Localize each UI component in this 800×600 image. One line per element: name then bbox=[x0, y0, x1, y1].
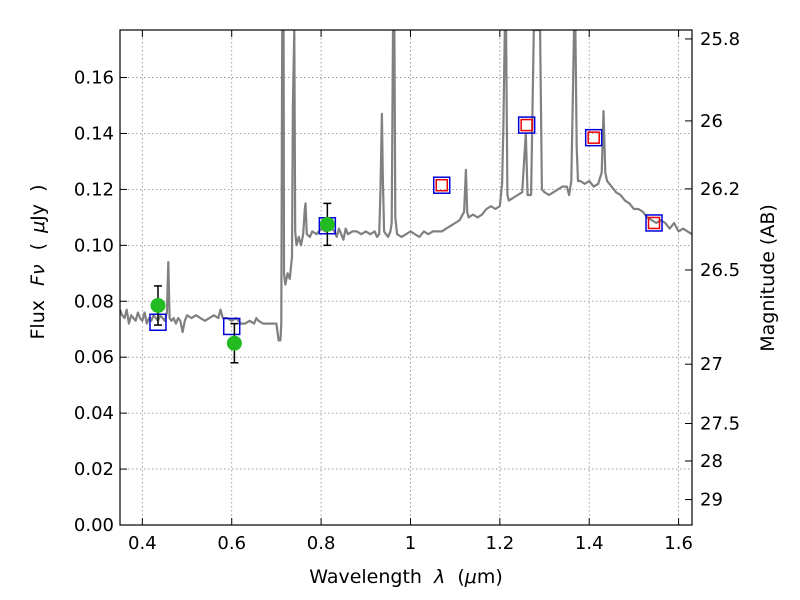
x-tick-label: 0.4 bbox=[128, 533, 157, 554]
x-tick-label: 0.6 bbox=[217, 533, 246, 554]
y2-tick-label: 26 bbox=[700, 111, 723, 132]
y-tick-label: 0.02 bbox=[74, 459, 114, 480]
x-tick-label: 1.4 bbox=[575, 533, 604, 554]
spectrum-line bbox=[120, 30, 692, 342]
y2-tick-label: 26.2 bbox=[700, 179, 740, 200]
green-data-point bbox=[226, 335, 242, 351]
blue-square-marker bbox=[222, 317, 241, 336]
blue-square-marker bbox=[517, 116, 536, 134]
x-tick-label: 1.2 bbox=[486, 533, 515, 554]
y-tick-label: 0.10 bbox=[74, 235, 114, 256]
y2-tick-label: 27 bbox=[700, 354, 723, 375]
x-tick-label: 0.8 bbox=[307, 533, 336, 554]
axis-ticks: 0.4 0.6 0.8 1 1.2 1.4 1.6 0.00 0.02 0.04 0.06 0.08 0… bbox=[74, 29, 740, 554]
plot-frame bbox=[119, 29, 693, 526]
red-square-marker bbox=[647, 216, 661, 230]
blue-square-marker bbox=[433, 176, 451, 194]
plot-data bbox=[120, 30, 692, 364]
blue-square-marker bbox=[645, 214, 663, 232]
secondary-y-axis-label: Magnitude (AB) bbox=[757, 204, 779, 352]
y2-tick-label: 27.5 bbox=[700, 413, 740, 434]
red-square-marker bbox=[520, 118, 533, 132]
y2-tick-label: 29 bbox=[700, 490, 723, 511]
x-tick-label: 1 bbox=[405, 533, 416, 554]
red-square-marker bbox=[435, 178, 448, 192]
y2-tick-label: 25.8 bbox=[700, 29, 740, 50]
y2-tick-label: 28 bbox=[700, 451, 723, 472]
y-tick-label: 0.04 bbox=[74, 403, 114, 424]
green-data-point bbox=[150, 297, 166, 313]
y-tick-label: 0.16 bbox=[74, 68, 114, 89]
y-axis-label: Flux Fν ( μJy ) bbox=[27, 184, 49, 339]
y2-tick-label: 26.5 bbox=[700, 260, 740, 281]
y-tick-label: 0.06 bbox=[74, 347, 114, 368]
x-tick-label: 1.6 bbox=[664, 533, 693, 554]
y-tick-label: 0.08 bbox=[74, 291, 114, 312]
y-tick-label: 0.00 bbox=[74, 515, 114, 536]
x-axis-label: Wavelength λ (μm) bbox=[309, 566, 503, 588]
red-square-marker bbox=[587, 131, 600, 144]
green-data-point bbox=[319, 216, 335, 232]
y-tick-label: 0.12 bbox=[74, 179, 114, 200]
y-tick-label: 0.14 bbox=[74, 123, 114, 144]
blue-square-marker bbox=[584, 128, 603, 147]
